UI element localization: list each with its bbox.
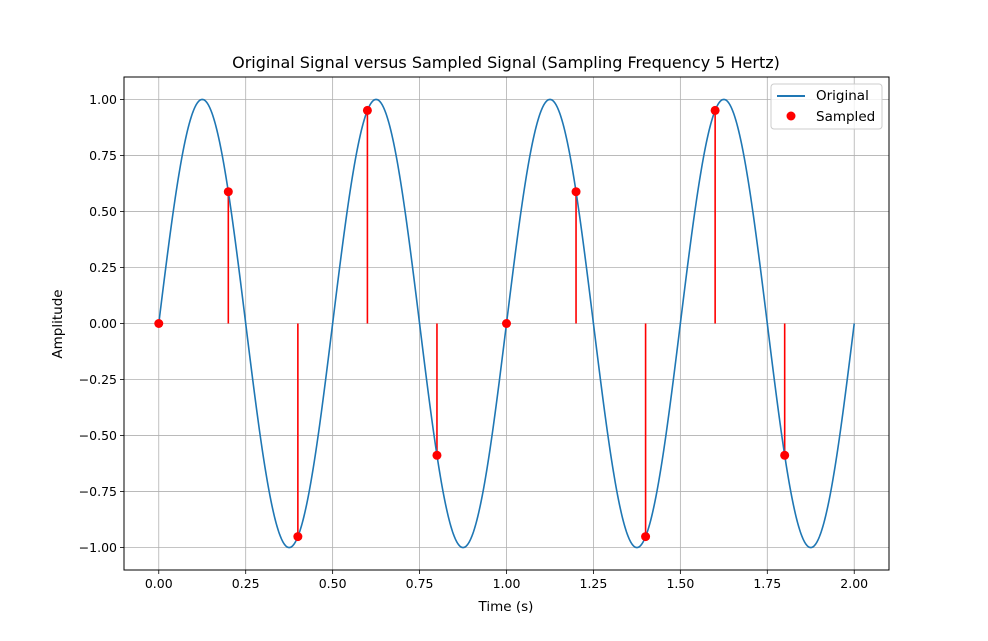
x-tick-label: 1.50 xyxy=(666,576,694,591)
legend-swatch-sampled xyxy=(786,111,796,121)
y-tick-label: −0.50 xyxy=(79,428,117,443)
y-tick-label: −0.25 xyxy=(79,372,117,387)
markers xyxy=(154,105,790,542)
x-tick-label: 0.00 xyxy=(145,576,173,591)
y-tick-label: −1.00 xyxy=(79,540,117,555)
sample-point xyxy=(641,532,651,542)
x-tick-label: 0.75 xyxy=(406,576,434,591)
y-tick-label: 0.50 xyxy=(89,204,117,219)
sample-point xyxy=(154,319,164,328)
sample-point xyxy=(780,450,790,460)
x-tick-label: 1.75 xyxy=(753,576,781,591)
stems xyxy=(227,110,786,537)
sample-point xyxy=(432,450,442,460)
x-tick-label: 1.25 xyxy=(580,576,608,591)
sample-point xyxy=(293,532,303,542)
sample-point xyxy=(710,105,720,115)
x-tick-label: 2.00 xyxy=(840,576,868,591)
sample-point xyxy=(502,319,511,328)
x-axis-label: Time (s) xyxy=(478,599,534,615)
legend-label-sampled: Sampled xyxy=(816,109,875,125)
y-tick-label: 0.00 xyxy=(89,316,117,331)
sample-point xyxy=(223,187,233,197)
chart-title: Original Signal versus Sampled Signal (S… xyxy=(232,53,780,72)
x-tick-label: 1.00 xyxy=(493,576,521,591)
legend: Original Sampled xyxy=(770,83,883,130)
y-tick-label: 0.75 xyxy=(89,148,117,163)
x-tick-label: 0.25 xyxy=(232,576,260,591)
y-tick-label: 1.00 xyxy=(89,92,117,107)
ticks: 0.00 0.25 0.50 0.75 1.00 1.25 1.50 1.75 2.00 1.00… xyxy=(79,92,868,591)
sample-point xyxy=(362,105,372,115)
x-tick-label: 0.50 xyxy=(319,576,347,591)
sample-point xyxy=(571,187,581,197)
y-tick-label: 0.25 xyxy=(89,260,117,275)
y-tick-label: −0.75 xyxy=(79,484,117,499)
y-axis-label: Amplitude xyxy=(50,289,66,358)
legend-label-original: Original xyxy=(816,88,869,104)
